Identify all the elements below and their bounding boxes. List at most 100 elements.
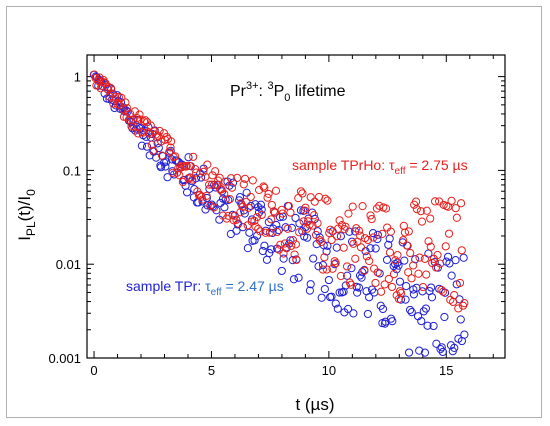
data-point [228, 178, 238, 187]
chart-title: Pr3+: 3P0 lifetime [230, 80, 346, 104]
data-point [243, 244, 252, 253]
data-point [341, 281, 350, 290]
data-point [254, 224, 263, 233]
data-point [421, 304, 431, 313]
data-point [269, 207, 278, 216]
data-point [377, 287, 386, 296]
axis-ticks: 0 5 10 15 0.001 0.01 0.1 1 [48, 55, 505, 378]
data-point [162, 132, 171, 142]
data-point [90, 70, 99, 79]
data-point [273, 227, 282, 237]
data-point [201, 205, 210, 214]
data-point [226, 174, 236, 183]
data-point [314, 192, 324, 202]
data-point [343, 271, 352, 280]
data-point [211, 167, 220, 176]
data-point [327, 292, 336, 301]
data-point [368, 229, 378, 238]
data-point [233, 173, 242, 182]
data-point [385, 248, 395, 257]
data-point [236, 208, 245, 217]
data-point [157, 151, 167, 160]
data-point [381, 204, 391, 213]
data-point [270, 208, 279, 217]
data-point [365, 293, 374, 302]
data-point [184, 153, 193, 162]
data-point [295, 228, 304, 237]
plot-area [86, 54, 506, 359]
data-point [415, 253, 424, 262]
data-point [380, 280, 389, 289]
data-point [234, 219, 243, 228]
data-point [422, 206, 431, 215]
data-point [322, 265, 331, 274]
data-point [393, 251, 402, 260]
data-point [411, 255, 420, 264]
data-point [215, 173, 224, 182]
data-point [420, 348, 430, 357]
data-point [186, 173, 195, 182]
data-point [429, 321, 438, 331]
data-point [366, 244, 375, 253]
data-point [296, 187, 306, 196]
data-point [441, 242, 450, 251]
data-point [333, 304, 342, 313]
data-point [224, 195, 233, 205]
data-point [145, 129, 155, 139]
data-point [345, 227, 354, 236]
data-point [207, 180, 216, 189]
data-point [402, 282, 411, 291]
data-point [260, 183, 269, 192]
data-point [320, 253, 329, 262]
data-point [363, 235, 373, 245]
data-point [172, 168, 182, 177]
data-point [348, 202, 357, 211]
data-point [394, 294, 403, 304]
data-point [406, 305, 415, 315]
data-point [209, 203, 219, 212]
data-point [294, 273, 303, 282]
data-point [221, 195, 230, 204]
data-point [256, 200, 266, 209]
data-point [178, 178, 188, 187]
data-point [242, 188, 251, 197]
data-point [378, 304, 388, 314]
data-point [199, 167, 208, 176]
data-point [407, 308, 416, 317]
data-point [113, 91, 122, 100]
data-point [281, 223, 290, 232]
data-point [106, 84, 116, 93]
data-point [375, 269, 384, 278]
data-point [419, 307, 428, 316]
data-point [202, 191, 211, 201]
data-point [397, 289, 406, 298]
data-point [343, 304, 353, 314]
data-point [276, 240, 285, 249]
data-point [347, 237, 357, 246]
data-point [391, 256, 400, 265]
data-point [342, 262, 352, 271]
data-point [166, 143, 175, 152]
data-point [356, 231, 365, 240]
annotation-sample-tprho: sample TPrHo: τeff = 2.75 µs [292, 157, 468, 177]
data-point [344, 209, 353, 218]
data-point [371, 278, 380, 288]
x-tick-label: 10 [322, 363, 336, 378]
data-point [436, 259, 445, 268]
y-tick-label: 0.001 [48, 351, 81, 366]
annotation-sample-tpr: sample TPr: τeff = 2.47 µs [126, 278, 284, 298]
data-point [438, 347, 447, 357]
data-point [246, 201, 255, 211]
data-point [404, 348, 414, 357]
data-point [331, 299, 340, 308]
data-point [317, 293, 326, 302]
data-point [188, 175, 197, 184]
data-point [339, 243, 348, 252]
data-point [127, 122, 136, 131]
data-point [437, 285, 446, 295]
data-point [225, 194, 234, 204]
data-point [459, 253, 468, 262]
data-point [144, 128, 153, 137]
data-point [455, 278, 465, 288]
data-point [427, 293, 437, 302]
